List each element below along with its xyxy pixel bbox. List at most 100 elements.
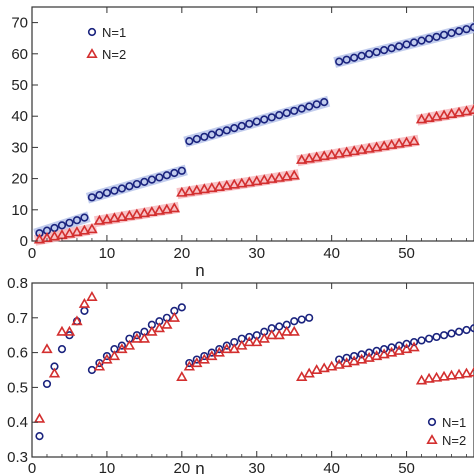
data-point-circle <box>350 53 359 62</box>
plot-frame <box>31 6 474 242</box>
data-point-triangle <box>168 311 181 322</box>
plot-frame <box>31 282 474 458</box>
y-tick-label: 0.5 <box>7 379 28 396</box>
y-tick-label: 0.7 <box>7 310 28 327</box>
data-point-triangle <box>303 367 315 378</box>
data-point-circle <box>312 100 321 109</box>
data-point-circle <box>365 49 374 59</box>
data-point-circle <box>357 350 366 359</box>
data-point-triangle <box>176 371 188 381</box>
y-tick-label: 0.8 <box>7 275 28 292</box>
legend: N=1N=2 <box>426 415 466 448</box>
data-point-circle <box>447 28 456 38</box>
data-point-circle <box>267 113 276 122</box>
shaded-band <box>333 21 474 68</box>
data-point-triangle <box>48 230 61 241</box>
data-point-triangle <box>138 332 151 343</box>
data-point-triangle <box>423 372 435 383</box>
data-point-triangle <box>93 360 106 371</box>
data-point-circle <box>469 23 474 32</box>
data-point-triangle <box>370 350 383 361</box>
data-point-circle <box>305 313 314 322</box>
data-point-triangle <box>251 175 263 186</box>
legend-label: N=2 <box>102 47 126 62</box>
data-point-triangle <box>310 151 323 162</box>
data-point-circle <box>387 343 396 352</box>
data-point-circle <box>365 348 374 357</box>
data-point-triangle <box>363 351 375 362</box>
x-tick-label: 0 <box>28 245 36 262</box>
data-point-triangle <box>251 336 263 347</box>
x-tick-label: 20 <box>173 460 190 474</box>
data-point-circle <box>387 44 396 53</box>
data-point-circle <box>424 334 434 343</box>
data-point-circle <box>394 42 404 51</box>
data-point-triangle <box>393 137 405 148</box>
x-tick-label: 0 <box>28 460 36 474</box>
data-point-triangle <box>108 212 121 223</box>
data-point-triangle <box>183 185 196 196</box>
data-point-circle <box>177 303 186 312</box>
data-point-circle <box>200 351 209 361</box>
y-tick-label: 0 <box>20 233 28 250</box>
y-tick-label: 0.4 <box>7 414 28 431</box>
data-point-circle <box>297 104 306 113</box>
data-point-circle <box>372 346 381 355</box>
data-point-triangle <box>153 204 166 215</box>
data-point-circle <box>335 57 344 66</box>
data-point-triangle <box>385 346 398 357</box>
data-point-triangle <box>176 186 188 197</box>
data-point-triangle <box>348 145 360 156</box>
data-point-triangle <box>168 202 181 213</box>
data-point-circle <box>454 327 464 336</box>
data-point-triangle <box>191 184 203 195</box>
data-point-circle <box>462 25 471 34</box>
data-point-circle <box>207 348 216 357</box>
data-point-circle <box>87 193 97 202</box>
data-point-circle <box>125 182 134 191</box>
data-point-circle <box>42 379 52 389</box>
data-point-circle <box>207 130 216 139</box>
data-point-circle <box>192 355 201 364</box>
data-point-triangle <box>438 370 450 381</box>
data-point-triangle <box>236 177 248 188</box>
data-point-circle <box>305 102 314 111</box>
data-point-circle <box>427 417 437 427</box>
data-point-circle <box>469 324 474 333</box>
data-point-triangle <box>355 143 368 154</box>
data-point-circle <box>80 213 89 222</box>
data-point-triangle <box>146 206 158 217</box>
data-point-triangle <box>86 291 98 301</box>
data-point-circle <box>200 132 209 141</box>
data-point-triangle <box>116 343 128 354</box>
data-point-circle <box>102 351 112 361</box>
data-point-triangle <box>71 315 83 326</box>
data-point-circle <box>245 332 254 342</box>
data-point-circle <box>402 339 411 349</box>
data-point-circle <box>95 191 104 200</box>
data-point-circle <box>185 358 194 368</box>
data-point-triangle <box>266 329 278 340</box>
data-point-triangle <box>348 355 360 366</box>
data-point-triangle <box>426 434 438 445</box>
shaded-band <box>296 134 420 167</box>
data-point-triangle <box>288 325 300 336</box>
y-tick-label: 20 <box>11 171 28 188</box>
x-tick-label: 10 <box>99 245 116 262</box>
data-point-triangle <box>400 136 413 147</box>
data-point-triangle <box>296 371 308 381</box>
data-point-triangle <box>258 332 270 343</box>
shaded-band <box>183 95 331 148</box>
data-point-triangle <box>206 182 218 193</box>
data-point-triangle <box>198 353 210 364</box>
data-point-triangle <box>430 371 443 382</box>
data-point-circle <box>372 47 381 57</box>
data-point-circle <box>155 173 164 182</box>
data-point-circle <box>245 119 254 128</box>
data-point-circle <box>80 306 89 315</box>
data-point-triangle <box>340 146 353 157</box>
data-point-circle <box>35 432 44 441</box>
data-point-triangle <box>333 358 345 369</box>
data-point-triangle <box>288 169 300 180</box>
data-point-circle <box>215 345 224 354</box>
